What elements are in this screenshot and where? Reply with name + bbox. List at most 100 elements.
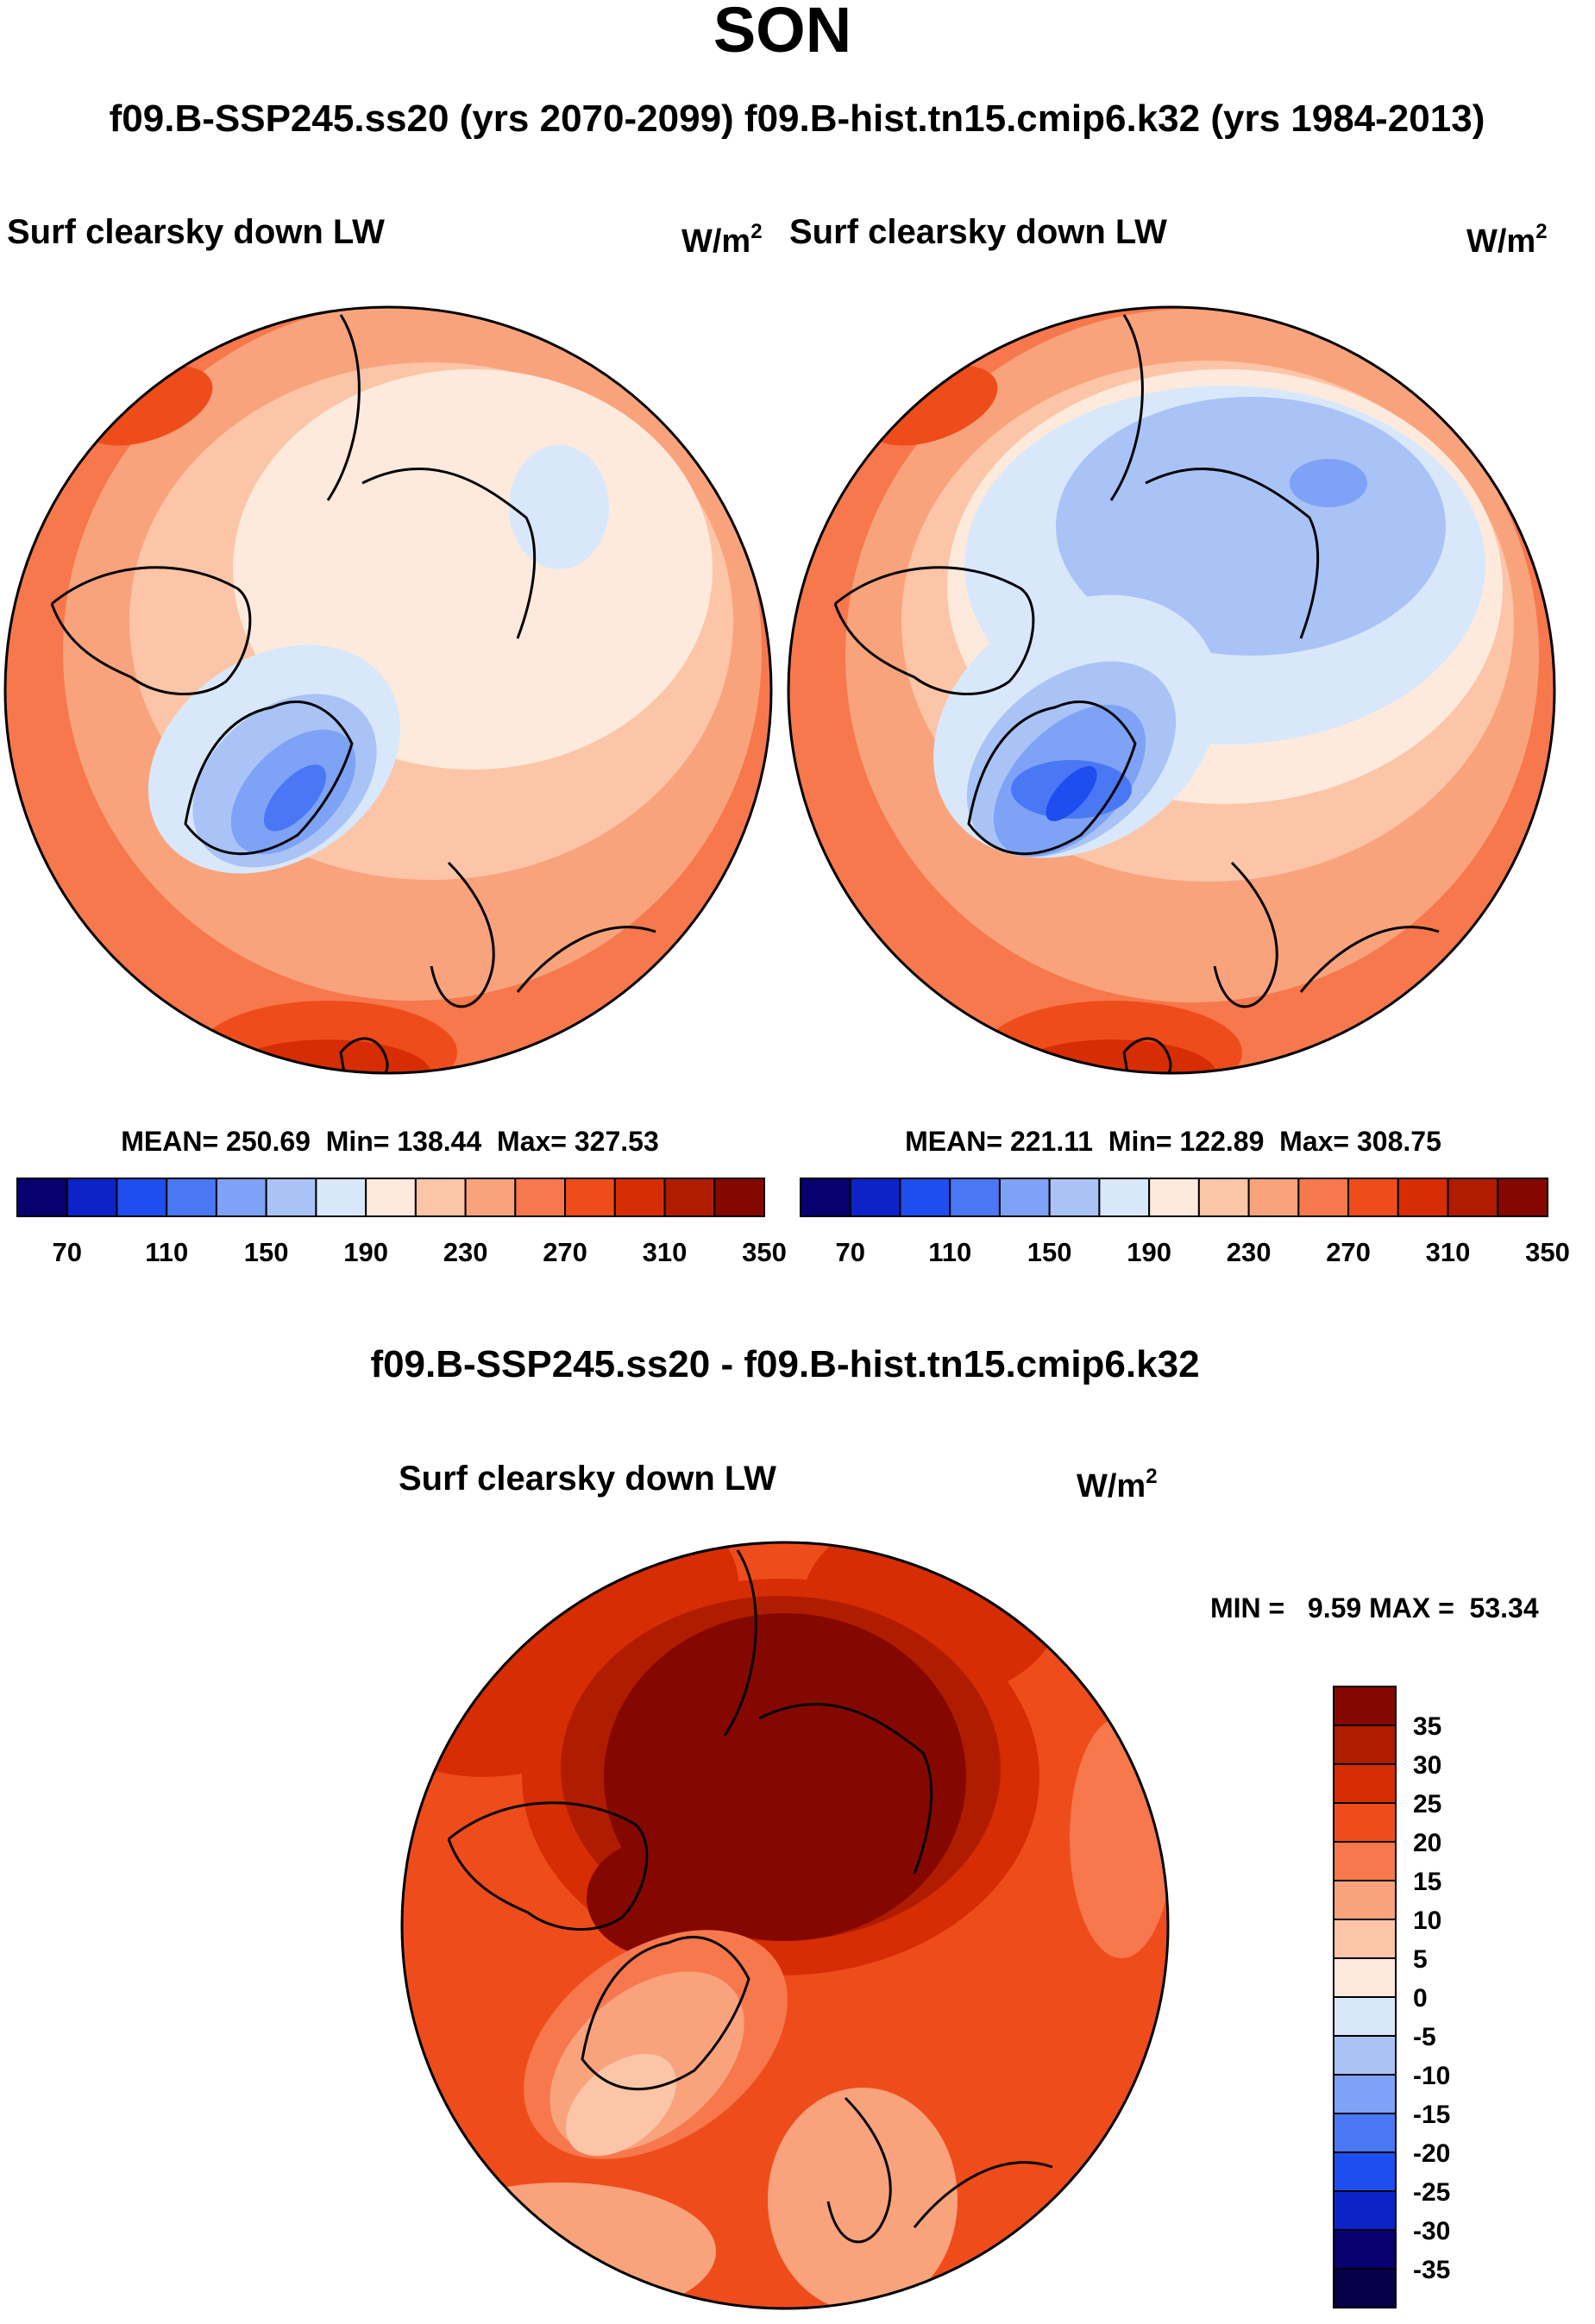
colorbar-historical-box: [1148, 1178, 1200, 1217]
colorbar-difference-box: [1333, 2151, 1397, 2192]
colorbar-difference: 35 30 25 20 15 10 5 0 -5 -10 -15 -20 -25 -30 -35: [1333, 1686, 1450, 2308]
colorbar-difference-box: [1333, 2035, 1397, 2076]
panel-difference: f09.B-SSP245.ss20 - f09.B-hist.tn15.cmip…: [370, 1343, 1539, 2310]
colorbar-difference-box: [1333, 1841, 1397, 1881]
colorbar-historical-box: [1247, 1178, 1300, 1217]
panel-difference-variable: Surf clearsky down LW: [399, 1460, 776, 1498]
colorbar-historical-box: [1347, 1178, 1399, 1217]
colorbar-future-tick-label: 110: [145, 1237, 188, 1267]
colorbar-future-box: [265, 1178, 317, 1217]
colorbar-difference-box: [1333, 2268, 1397, 2308]
colorbar-difference-tick-label: 15: [1413, 1868, 1441, 1896]
colorbar-historical-box: [998, 1178, 1051, 1217]
colorbar-future-box: [116, 1178, 168, 1217]
panel-difference-units: W/m2: [1077, 1465, 1158, 1504]
colorbar-difference-box: [1333, 2074, 1397, 2114]
map-difference-border: [400, 1541, 1170, 2310]
colorbar-difference-box: [1333, 1919, 1397, 1959]
colorbar-difference-tick-label: -10: [1413, 2062, 1450, 2090]
colorbar-difference-box: [1333, 2190, 1397, 2231]
season-title: SON: [713, 0, 851, 66]
colorbar-difference-box: [1333, 1802, 1397, 1843]
colorbar-future-box: [613, 1178, 666, 1217]
colorbar-future-box: [166, 1178, 217, 1217]
colorbar-historical-tick-label: 350: [1525, 1237, 1570, 1267]
colorbar-historical-boxes: [800, 1178, 1549, 1217]
colorbar-future-tick-label: 230: [443, 1237, 488, 1267]
colorbar-future-ticks: 70 110 150 190 230 270 310 350: [52, 1237, 786, 1267]
colorbar-historical-box: [1197, 1178, 1250, 1217]
coastlines-future: [50, 314, 656, 1073]
colorbar-future-tick-label: 310: [643, 1237, 688, 1267]
colorbar-historical-box: [1098, 1178, 1151, 1217]
colorbar-difference-tick-label: -15: [1413, 2101, 1450, 2129]
colorbar-difference-box: [1333, 1880, 1397, 1920]
colorbar-future-box: [66, 1178, 118, 1217]
colorbar-difference-tick-label: 25: [1413, 1790, 1441, 1818]
colorbar-difference-ticks: 35 30 25 20 15 10 5 0 -5 -10 -15 -20 -25 -30 -35: [1413, 1712, 1450, 2284]
colorbar-difference-tick-label: -5: [1413, 2023, 1436, 2051]
coastlines-difference: [447, 1549, 1053, 2244]
map-future: [5, 307, 771, 1073]
colorbar-future-box: [564, 1178, 616, 1217]
colorbar-future-box: [414, 1178, 467, 1217]
colorbar-historical-box: [849, 1178, 901, 1217]
colorbar-historical-tick-label: 70: [835, 1237, 864, 1267]
coastlines-historical: [833, 314, 1440, 1073]
colorbar-difference-tick-label: 0: [1413, 1984, 1428, 2013]
colorbar-difference-box: [1333, 2229, 1397, 2270]
colorbar-historical-tick-label: 150: [1027, 1237, 1072, 1267]
cases-subtitle: f09.B-SSP245.ss20 (yrs 2070-2099) f09.B-…: [110, 97, 1485, 140]
colorbar-difference-box: [1333, 1957, 1397, 1998]
panel-historical-units: W/m2: [1466, 220, 1548, 260]
colorbar-historical-box: [1397, 1178, 1449, 1217]
panel-future: Surf clearsky down LW W/m2: [3, 213, 787, 1267]
colorbar-historical-ticks: 70 110 150 190 230 270 310 350: [835, 1237, 1569, 1267]
colorbar-historical-tick-label: 310: [1426, 1237, 1471, 1267]
panel-historical-variable: Surf clearsky down LW: [789, 213, 1167, 251]
colorbar-difference-box: [1333, 1996, 1397, 2037]
colorbar-future-box: [514, 1178, 567, 1217]
colorbar-difference-box: [1333, 1686, 1397, 1726]
panel-future-units: W/m2: [681, 220, 763, 260]
colorbar-historical-box: [899, 1178, 951, 1217]
colorbar-difference-tick-label: 10: [1413, 1906, 1441, 1935]
colorbar-historical-box: [1447, 1178, 1499, 1217]
panel-future-variable: Surf clearsky down LW: [7, 213, 385, 251]
colorbar-future: 70 110 150 190 230 270 310 350: [16, 1178, 787, 1267]
colorbar-difference-box: [1333, 1763, 1397, 1804]
colorbar-historical-box: [949, 1178, 1001, 1217]
colorbar-future-box: [315, 1178, 367, 1217]
colorbar-difference-box: [1333, 2113, 1397, 2153]
colorbar-difference-box: [1333, 1724, 1397, 1765]
colorbar-historical-tick-label: 270: [1326, 1237, 1371, 1267]
difference-title: f09.B-SSP245.ss20 - f09.B-hist.tn15.cmip…: [370, 1343, 1199, 1385]
panel-future-stats: MEAN= 250.69 Min= 138.44 Max= 327.53: [121, 1126, 658, 1157]
colorbar-future-tick-label: 150: [244, 1237, 289, 1267]
colorbar-difference-tick-label: -20: [1413, 2139, 1450, 2168]
colorbar-historical-tick-label: 230: [1227, 1237, 1272, 1267]
panel-historical-stats: MEAN= 221.11 Min= 122.89 Max= 308.75: [905, 1126, 1441, 1157]
colorbar-historical-box: [1048, 1178, 1101, 1217]
colorbar-historical-box: [1297, 1178, 1350, 1217]
colorbar-future-box: [464, 1178, 517, 1217]
colorbar-future-box: [663, 1178, 716, 1217]
colorbar-difference-tick-label: -25: [1413, 2178, 1450, 2207]
colorbar-future-tick-label: 70: [52, 1237, 81, 1267]
colorbar-difference-boxes: [1333, 1686, 1397, 2308]
colorbar-difference-tick-label: 35: [1413, 1712, 1441, 1741]
colorbar-future-tick-label: 190: [343, 1237, 388, 1267]
colorbar-future-box: [365, 1178, 417, 1217]
colorbar-future-tick-label: 270: [543, 1237, 587, 1267]
colorbar-difference-tick-label: -30: [1413, 2217, 1450, 2245]
colorbar-difference-tick-label: 5: [1413, 1945, 1428, 1974]
colorbar-historical-tick-label: 110: [928, 1237, 971, 1267]
map-historical: [788, 307, 1554, 1073]
colorbar-historical-box: [800, 1178, 851, 1217]
map-historical-border: [787, 305, 1556, 1075]
colorbar-future-box: [713, 1178, 765, 1217]
colorbar-difference-tick-label: 30: [1413, 1751, 1441, 1780]
colorbar-historical: 70 110 150 190 230 270 310 350: [800, 1178, 1570, 1267]
panel-difference-stats: MIN = 9.59 MAX = 53.34: [1210, 1592, 1539, 1624]
